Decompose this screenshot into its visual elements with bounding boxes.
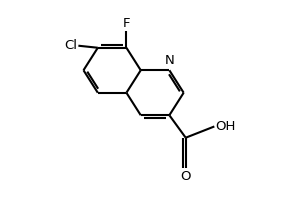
Text: OH: OH [215,120,236,133]
Text: N: N [165,54,174,67]
Text: Cl: Cl [64,39,77,52]
Text: F: F [123,17,130,30]
Text: O: O [181,171,191,183]
